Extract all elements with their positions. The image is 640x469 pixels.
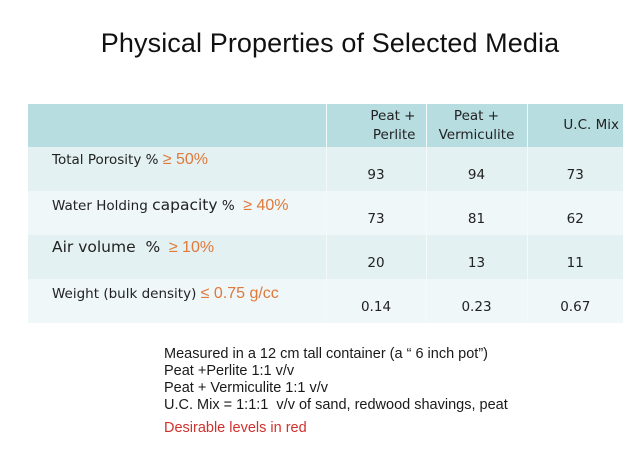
- row-label-air-volume: Air volume % ≥ 10%: [28, 235, 327, 279]
- footnotes: Measured in a 12 cm tall container (a “ …: [164, 346, 508, 437]
- cell-value: 81: [426, 191, 528, 235]
- row-label-bulk-density: Weight (bulk density) ≤ 0.75 g/cc: [28, 279, 327, 323]
- table-row: Water Holding capacity % ≥ 40% 73 81 62: [28, 191, 623, 235]
- cell-value: 0.14: [326, 279, 427, 323]
- requirement-text: ≥ 10%: [168, 239, 215, 256]
- label-text: capacity: [152, 196, 218, 214]
- table-row: Air volume % ≥ 10% 20 13 11: [28, 235, 623, 279]
- row-label-total-porosity: Total Porosity % ≥ 50%: [28, 147, 327, 191]
- header-line: U.C. Mix: [563, 117, 619, 133]
- requirement-text: ≥ 50%: [162, 151, 208, 168]
- label-text: Total Porosity %: [52, 152, 159, 168]
- label-text: Weight (bulk density): [52, 286, 197, 302]
- cell-value: 0.67: [560, 299, 591, 315]
- table-row: Weight (bulk density) ≤ 0.75 g/cc 0.14 0…: [28, 279, 623, 323]
- table-header-row: Peat + Perlite Peat + Vermiculite U.C. M…: [28, 104, 623, 147]
- header-uc-mix: U.C. Mix: [527, 104, 623, 147]
- cell-value: 94: [426, 147, 528, 191]
- legend-note: Desirable levels in red: [164, 420, 307, 436]
- properties-table: Peat + Perlite Peat + Vermiculite U.C. M…: [28, 104, 623, 323]
- requirement-text: ≤ 0.75 g/cc: [200, 285, 279, 302]
- cell-value: 20: [326, 235, 427, 279]
- header-line: Perlite: [372, 126, 416, 143]
- cell-value: 11: [566, 255, 584, 271]
- label-text: Water Holding: [52, 198, 148, 214]
- cell-value: 0.23: [426, 279, 528, 323]
- table-row: Total Porosity % ≥ 50% 93 94 73: [28, 147, 623, 191]
- row-label-water-holding: Water Holding capacity % ≥ 40%: [28, 191, 327, 235]
- cell-value: 93: [326, 147, 427, 191]
- cell-value: 73: [566, 167, 584, 183]
- note-line: Peat + Vermiculite 1:1 v/v: [164, 380, 329, 396]
- header-line: Peat +: [370, 107, 416, 124]
- cell-value: 73: [326, 191, 427, 235]
- header-peat-vermiculite: Peat + Vermiculite: [426, 104, 528, 147]
- header-peat-perlite: Peat + Perlite: [326, 104, 427, 147]
- note-line: Peat +Perlite 1:1 v/v: [164, 363, 295, 379]
- header-empty-cell: [28, 104, 327, 147]
- label-text: %: [221, 198, 235, 214]
- slide-title: Physical Properties of Selected Media: [100, 28, 560, 58]
- label-text: Air volume %: [52, 238, 161, 256]
- cell-value: 62: [566, 211, 584, 227]
- requirement-text: ≥ 40%: [243, 197, 289, 214]
- note-line: Measured in a 12 cm tall container (a “ …: [164, 346, 488, 362]
- note-line: U.C. Mix = 1:1:1 v/v of sand, redwood sh…: [164, 397, 508, 413]
- header-line: Vermiculite: [438, 126, 515, 143]
- header-line: Peat +: [453, 107, 500, 124]
- cell-value: 13: [426, 235, 528, 279]
